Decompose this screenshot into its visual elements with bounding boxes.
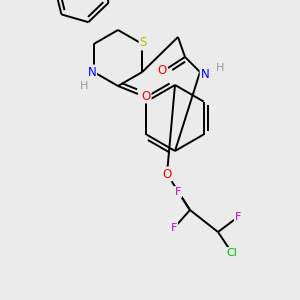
Text: H: H <box>216 63 224 73</box>
Text: O: O <box>158 64 166 77</box>
Text: N: N <box>87 65 96 79</box>
Text: N: N <box>201 68 209 80</box>
Text: S: S <box>140 37 147 50</box>
Text: Cl: Cl <box>226 248 237 258</box>
Text: O: O <box>141 89 151 103</box>
Text: H: H <box>80 81 88 91</box>
Text: F: F <box>175 187 181 197</box>
Text: O: O <box>162 167 172 181</box>
Text: F: F <box>171 223 177 233</box>
Text: F: F <box>235 212 241 222</box>
